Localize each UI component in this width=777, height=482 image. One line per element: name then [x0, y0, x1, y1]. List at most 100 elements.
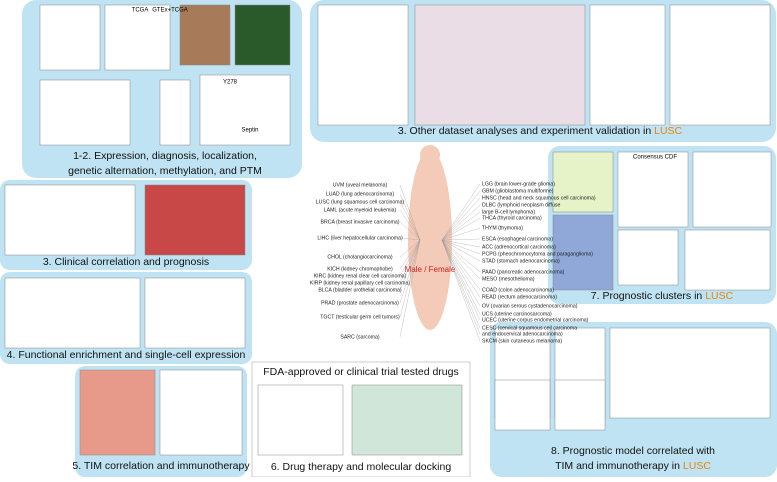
cancer-label: HNSC (head and neck squamous cell carcin…: [482, 195, 596, 201]
leader-line: [441, 239, 481, 329]
cancer-label: READ (rectum adenocarcinoma): [482, 294, 557, 300]
cancer-label: UCS (uterine carcinosarcoma): [482, 311, 552, 317]
head-silhouette: [420, 145, 440, 165]
panel-caption: 6. Drug therapy and molecular docking: [271, 461, 452, 473]
leader-line: [441, 239, 481, 273]
cancer-label: PRAD (prostate adenocarcinoma): [321, 300, 399, 306]
caption-part: 5. TIM correlation and immunotherapy: [72, 460, 250, 472]
leader-line: [441, 239, 481, 262]
leader-line: [441, 190, 481, 241]
leader-line: [441, 239, 481, 335]
cancer-label: LUAD (lung adenocarcinoma): [326, 191, 395, 197]
leader-line: [399, 201, 421, 241]
mini-label: Consensus CDF: [633, 155, 677, 161]
cancer-label: UCEC (uterine corpus endometrial carcino…: [482, 317, 589, 323]
panel-caption: TIM and immunotherapy in LUSC: [555, 460, 711, 472]
mini-label: Septin: [241, 128, 258, 134]
cancer-label: GBM (glioblastoma multiforme): [482, 188, 554, 194]
cancer-label: SARC (sarcoma): [340, 334, 379, 340]
caption-part: 8. Prognostic model correlated with: [551, 445, 715, 457]
cancer-label: CESC (cervical squamous cell carcinoma: [482, 325, 577, 331]
leader-line: [441, 239, 481, 280]
sex-label: Male / Female: [405, 265, 456, 274]
caption-part: TIM and immunotherapy in: [555, 460, 683, 472]
leader-line: [399, 239, 421, 258]
caption-part: 7. Prognostic clusters in: [591, 290, 705, 302]
panel-caption: 1-2. Expression, diagnosis, localization…: [73, 150, 257, 162]
cancer-label: CHOL (cholangiocarcinoma): [327, 254, 393, 260]
caption-part: genetic alternation, methylation, and PT…: [68, 165, 262, 177]
thumbnails: [4, 4, 772, 456]
drugs-title: FDA-approved or clinical trial tested dr…: [263, 366, 459, 378]
leader-line: [399, 239, 421, 318]
cancer-label: large B-cell lymphoma): [482, 209, 535, 215]
caption-part: LUSC: [705, 290, 733, 302]
cancer-label: OV (ovarian serous cystadenocarcinoma): [482, 303, 578, 309]
panel-caption: 3. Clinical correlation and prognosis: [43, 256, 209, 268]
cancer-label: BLCA (bladder urothelial carcinoma): [318, 287, 402, 293]
leader-line: [399, 239, 421, 338]
cancer-label: UVM (uveal melanoma): [333, 182, 388, 188]
cancer-label: PAAD (pancreatic adenocarcinoma): [482, 269, 565, 275]
leader-line: [399, 237, 421, 241]
panel-caption: 8. Prognostic model correlated with: [551, 445, 715, 457]
caption-part: 3. Other dataset analyses and experiment…: [398, 125, 654, 137]
cancer-label: LUSC (lung squamous cell carcinoma): [316, 199, 405, 205]
leader-line: [441, 197, 481, 241]
body-silhouette: [408, 150, 452, 330]
caption-part: 1-2. Expression, diagnosis, localization…: [73, 150, 257, 162]
panel-caption: 4. Functional enrichment and single-cell…: [7, 349, 246, 361]
caption-part: 4. Functional enrichment and single-cell…: [7, 349, 246, 361]
cancer-label: TGCT (testicular germ cell tumors): [320, 314, 400, 320]
leader-line: [441, 238, 481, 241]
leader-line: [399, 239, 421, 277]
leader-line: [441, 217, 481, 241]
caption-part: LUSC: [683, 460, 711, 472]
leader-line: [399, 239, 421, 284]
cancer-label: KIRC (kidney renal clear cell carcinoma): [314, 273, 407, 279]
leader-line: [399, 221, 421, 241]
leader-line: [441, 239, 481, 255]
mini-label: Y278: [223, 80, 238, 86]
leader-line: [441, 239, 481, 315]
leader-line: [399, 239, 421, 270]
cancer-label: LAML (acute myeloid leukemia): [324, 207, 397, 213]
mini-label: GTEx+TCGA: [152, 8, 188, 14]
cancer-label: STAD (stomach adenocarcinoma): [482, 258, 560, 264]
cancer-label: DLBC (lymphoid neoplasm diffuse: [482, 202, 560, 208]
cancer-label: ESCA (esophageal carcinoma): [482, 236, 553, 242]
cancer-label: BRCA (breast invasive carcinoma): [321, 219, 400, 225]
cancer-label: KICH (kidney chromophobe): [327, 266, 393, 272]
panel-caption: 7. Prognostic clusters in LUSC: [591, 290, 734, 302]
leader-line: [441, 239, 481, 321]
cancer-label: PCPG (pheochromocytoma and paraganglioma…: [482, 251, 593, 257]
leader-line: [441, 239, 481, 342]
leader-line: [441, 211, 481, 241]
panel-caption: 5. TIM correlation and immunotherapy: [72, 460, 250, 472]
cancer-label: THYM (thymoma): [482, 225, 523, 231]
cancer-label: KIRP (kidney renal papillary cell carcin…: [310, 280, 411, 286]
cancer-label: LIHC (liver hepatocellular carcinoma): [317, 235, 403, 241]
leader-line: [441, 239, 481, 291]
leader-line: [399, 209, 421, 241]
panel-caption: genetic alternation, methylation, and PT…: [68, 165, 262, 177]
leader-line: [399, 239, 421, 291]
male: Male: [405, 265, 423, 274]
leader-line: [441, 227, 481, 241]
cancer-label: COAD (colon adenocarcinoma): [482, 287, 554, 293]
leader-line: [399, 239, 421, 304]
cancer-label: LGG (brain lower-grade glioma): [482, 181, 555, 187]
panel-caption: 3. Other dataset analyses and experiment…: [398, 125, 683, 137]
caption-part: 6. Drug therapy and molecular docking: [271, 461, 452, 473]
leader-line: [441, 204, 481, 241]
leader-line: [441, 239, 481, 307]
cancer-label: MESO (mesothelioma): [482, 276, 535, 282]
cancer-label: and endocervical adenocarcinoma): [482, 331, 563, 337]
leader-line: [441, 239, 481, 298]
cancer-label: SKCM (skin cutaneous melanoma): [482, 338, 562, 344]
leader-line: [441, 183, 481, 241]
cancer-label: ACC (adrenocortical carcinoma): [482, 244, 556, 250]
caption-part: 3. Clinical correlation and prognosis: [43, 256, 209, 268]
leader-line: [399, 184, 421, 241]
